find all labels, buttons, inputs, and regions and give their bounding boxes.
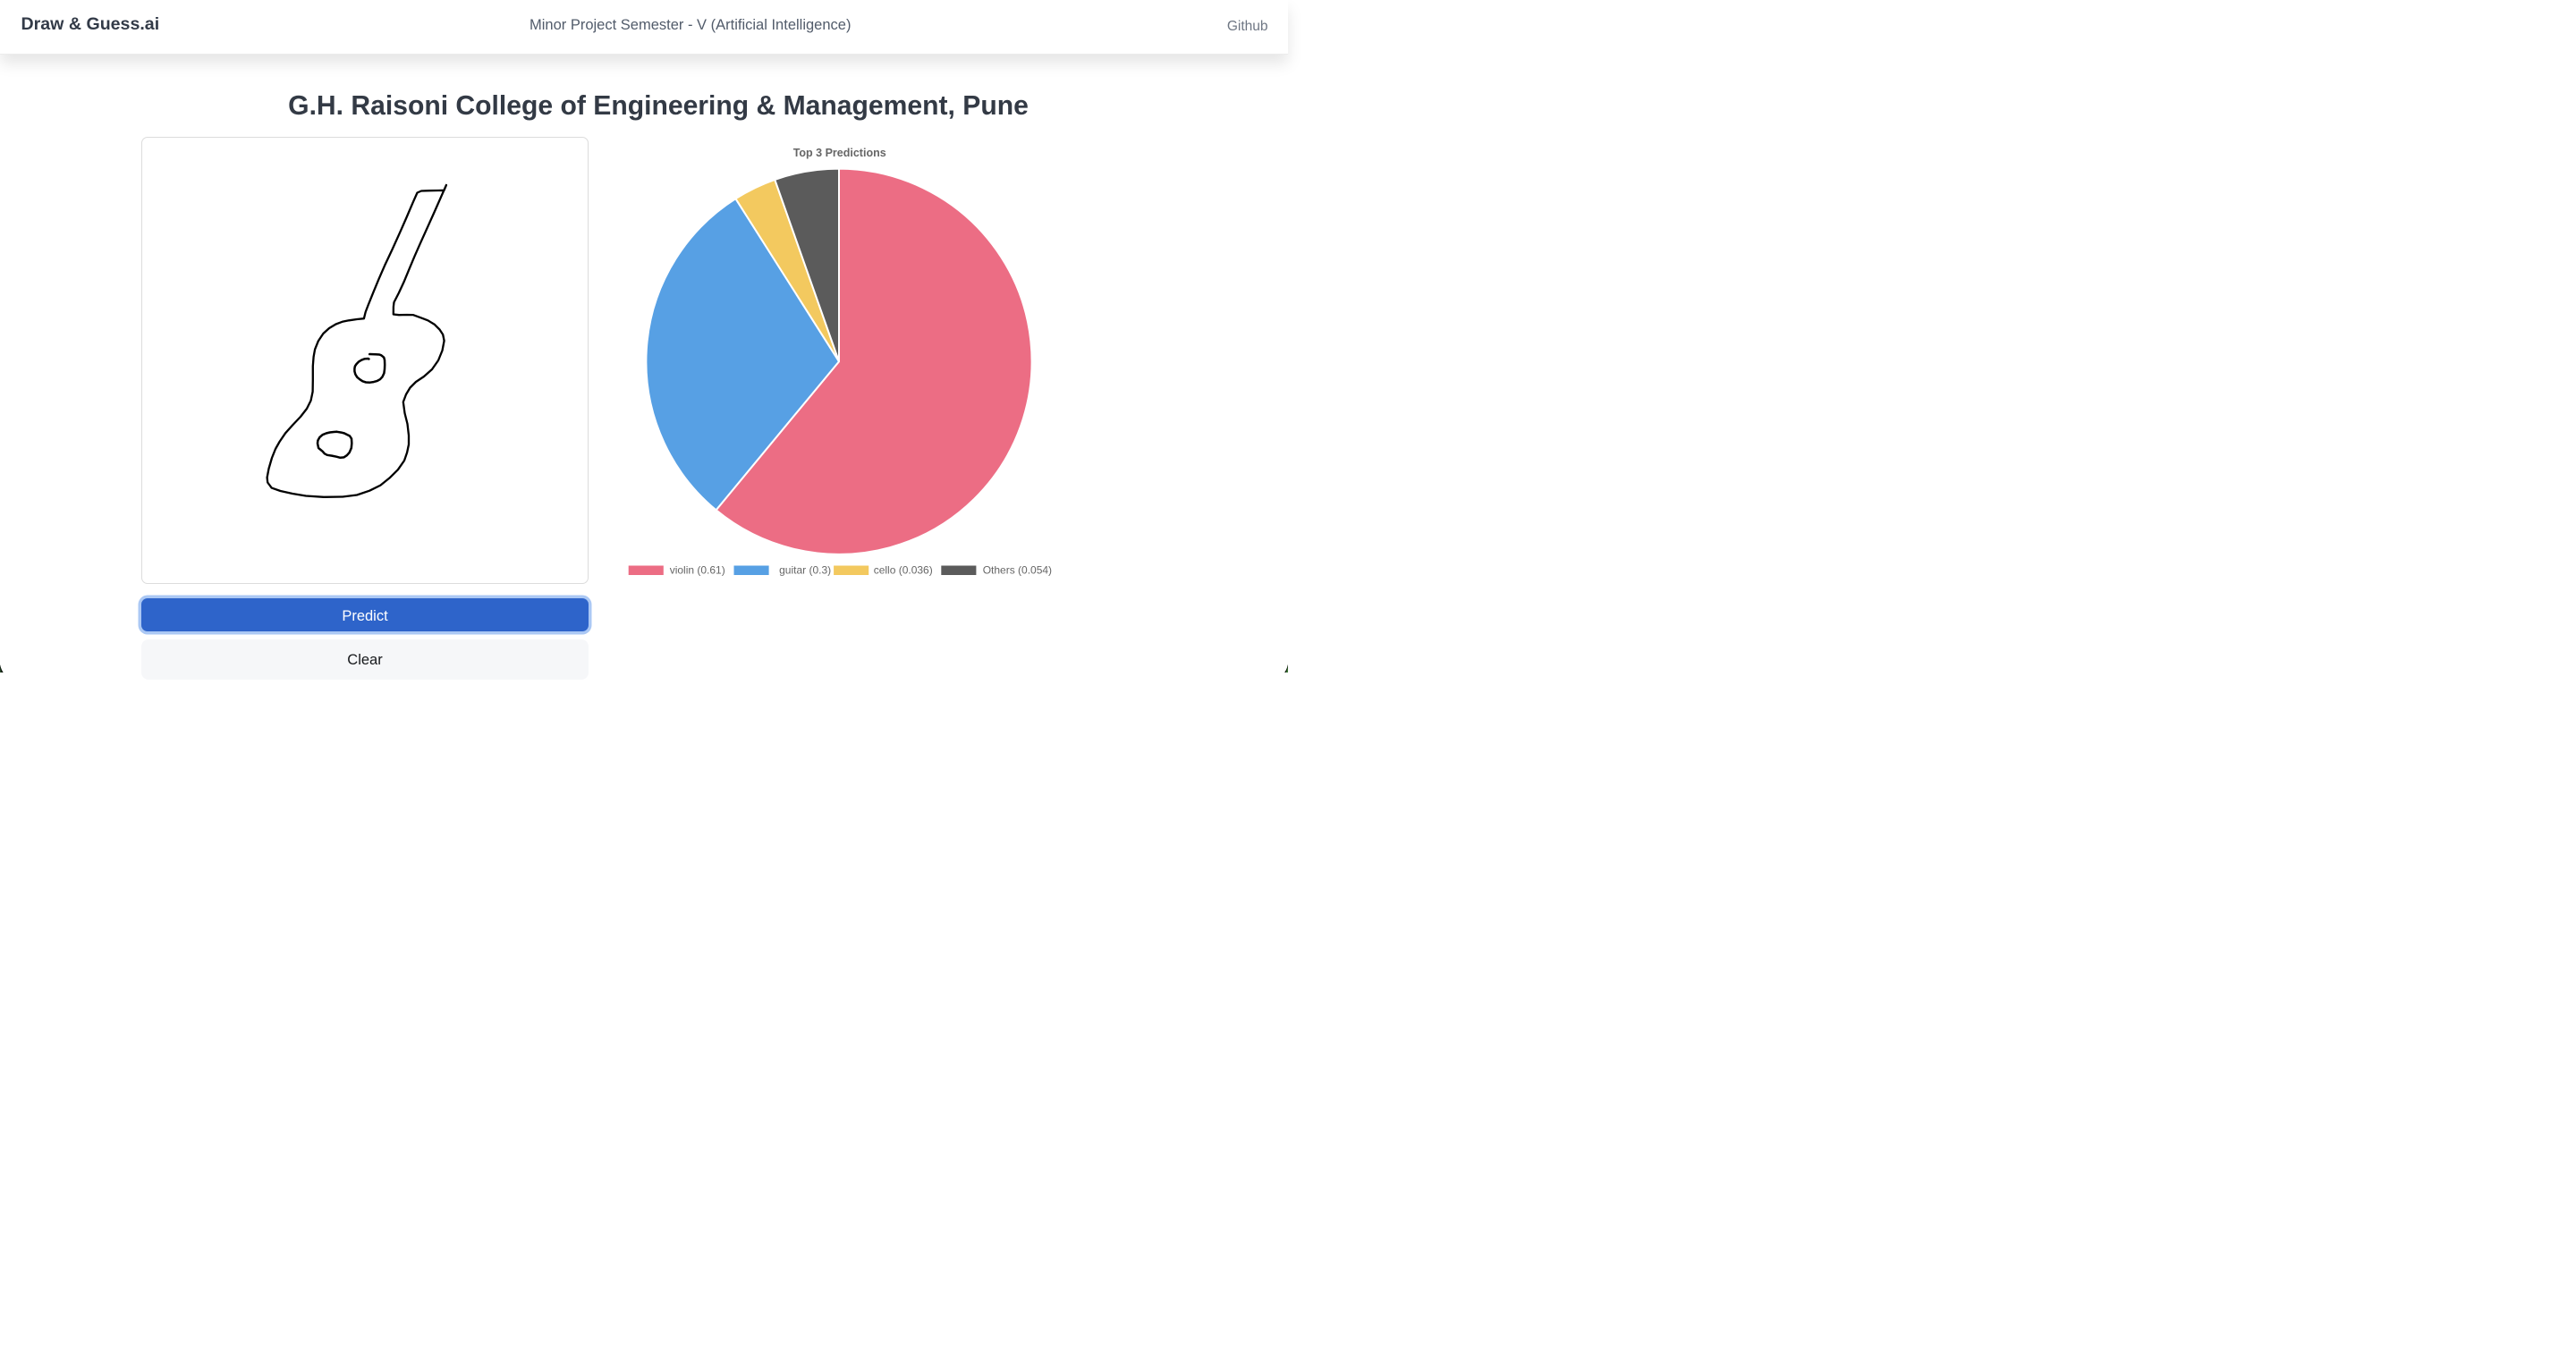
svg-text:guitar (0.3): guitar (0.3) (779, 563, 831, 576)
svg-text:violin (0.61): violin (0.61) (670, 563, 725, 576)
svg-text:Top 3 Predictions: Top 3 Predictions (793, 147, 886, 159)
svg-text:Others (0.054): Others (0.054) (983, 563, 1052, 576)
svg-text:cello (0.036): cello (0.036) (874, 563, 933, 576)
